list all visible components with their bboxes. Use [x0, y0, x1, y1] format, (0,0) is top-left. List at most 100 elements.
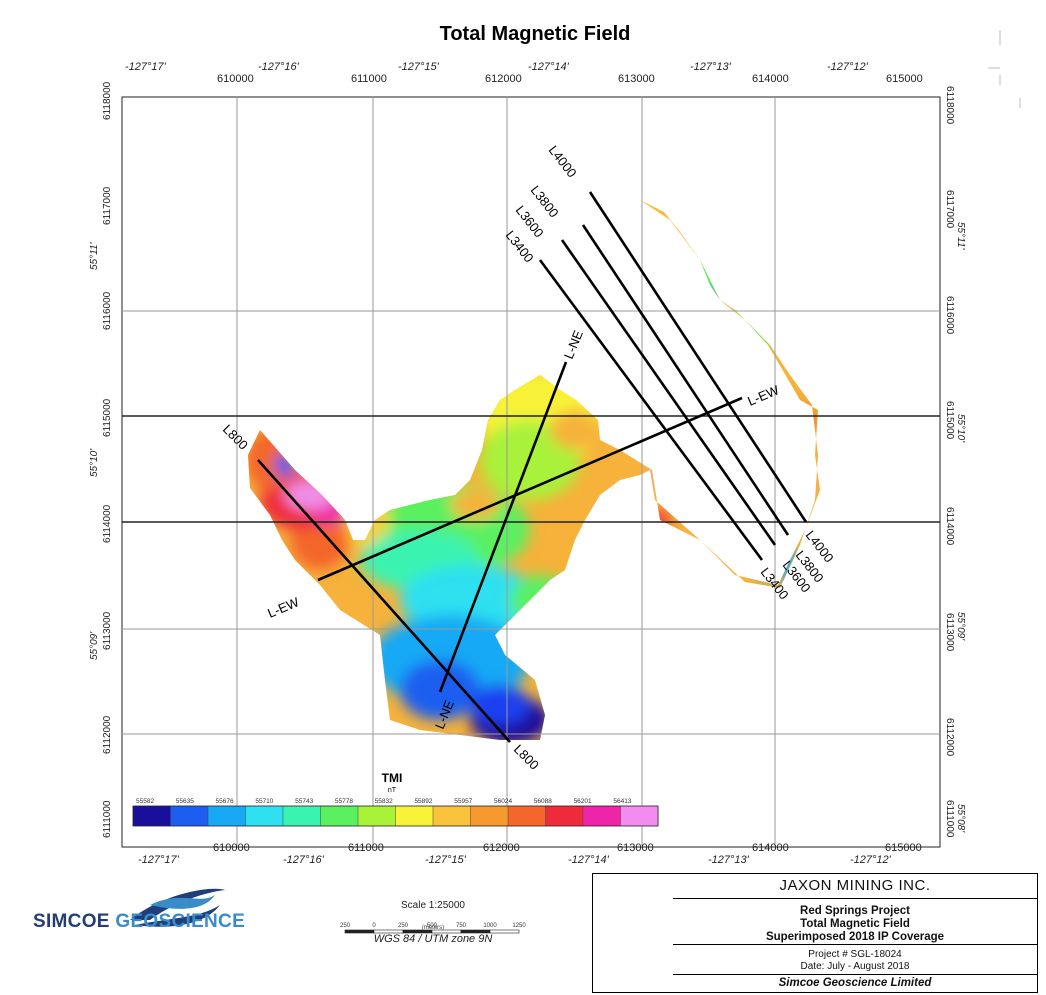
svg-text:55°11': 55°11'	[89, 241, 100, 270]
legend-swatch	[545, 806, 584, 826]
simcoe-logo-icon	[130, 888, 225, 927]
legend-swatch	[470, 806, 509, 826]
left-axis-labels: 6118000 6117000 6116000 6115000 6114000 …	[89, 81, 113, 838]
projection-label: WGS 84 / UTM zone 9N	[373, 933, 493, 945]
scale-tick-label: 0	[372, 923, 376, 929]
svg-text:-127°15': -127°15'	[425, 854, 467, 866]
logo-word-2: GEOSCIENCE	[115, 911, 246, 932]
project-number: Project # SGL-18024	[808, 949, 902, 960]
legend-swatch	[395, 806, 434, 826]
contractor-name: Simcoe Geoscience Limited	[778, 977, 932, 989]
legend-tick-label: 56088	[534, 798, 552, 805]
svg-text:-127°14': -127°14'	[568, 854, 610, 866]
legend-swatch	[208, 806, 246, 826]
legend-swatch	[133, 806, 171, 826]
svg-text:6118000: 6118000	[944, 86, 955, 125]
svg-text:-127°17': -127°17'	[138, 854, 180, 866]
scale-tick-label: 500	[427, 923, 438, 929]
svg-text:6118000: 6118000	[102, 81, 113, 120]
project-name: Red Springs Project	[800, 905, 910, 917]
legend-tick-label: 55743	[295, 798, 313, 805]
survey-line-l3400	[538, 259, 764, 561]
legend-swatch	[170, 806, 209, 826]
svg-text:55°09': 55°09'	[89, 631, 100, 660]
scale-tick-label: 750	[456, 923, 467, 929]
svg-text:610000: 610000	[217, 73, 254, 85]
scale-tick-label: 250	[340, 923, 351, 929]
project-info: Project # SGL-18024 Date: July - August …	[673, 945, 1037, 975]
legend-tick-label: 55957	[454, 798, 472, 805]
survey-line-l800	[257, 459, 511, 743]
svg-text:6116000: 6116000	[102, 291, 113, 330]
legend-swatch	[508, 806, 546, 826]
legend-swatch	[358, 806, 396, 826]
legend-tick-label: 55676	[216, 798, 234, 805]
svg-text:6114000: 6114000	[102, 504, 113, 543]
survey-line-l-ne	[438, 361, 568, 693]
svg-text:6117000: 6117000	[102, 186, 113, 225]
logo-word-1: SIMCOE	[33, 911, 110, 932]
legend-swatch	[433, 806, 471, 826]
svg-text:-127°13': -127°13'	[708, 854, 750, 866]
map-title: Total Magnetic Field	[440, 23, 631, 45]
svg-text:6114000: 6114000	[944, 507, 955, 546]
scale-segment	[489, 929, 520, 934]
scale-tick-label: 1000	[483, 923, 497, 929]
corner-marks	[988, 30, 1021, 108]
svg-text:6113000: 6113000	[102, 611, 113, 650]
survey-line-l3800	[581, 224, 790, 536]
survey-line-l-ew	[317, 396, 743, 582]
map-subject: Total Magnetic Field	[800, 918, 910, 930]
svg-text:6112000: 6112000	[944, 718, 955, 757]
survey-date: Date: July - August 2018	[800, 961, 910, 972]
svg-text:610000: 610000	[213, 842, 250, 854]
svg-text:6111000: 6111000	[944, 800, 955, 838]
svg-text:6112000: 6112000	[102, 715, 113, 754]
svg-text:55°10': 55°10'	[955, 414, 966, 443]
svg-text:613000: 613000	[618, 73, 655, 85]
svg-text:615000: 615000	[886, 73, 923, 85]
svg-text:-127°14': -127°14'	[528, 61, 570, 73]
grid-lines-major	[122, 415, 940, 523]
svg-text:6115000: 6115000	[102, 398, 113, 437]
legend-swatch	[245, 806, 284, 826]
svg-text:613000: 613000	[617, 842, 654, 854]
legend-color-bar	[133, 806, 659, 826]
tmi-legend: TMI nT 55582 55635 55676 55710 55743 55778 558…	[132, 771, 659, 827]
legend-tick-label: 56024	[494, 798, 512, 805]
legend-swatch	[583, 806, 621, 826]
scale-tick-label: 1250	[512, 923, 526, 929]
top-axis-labels: -127°17' -127°16' -127°15' -127°14' -127…	[125, 61, 923, 85]
svg-text:-127°12': -127°12'	[850, 854, 892, 866]
svg-text:6113000: 6113000	[944, 613, 955, 652]
title-block: JAXON MINING INC. Red Springs Project To…	[592, 873, 1038, 993]
legend-tick-label: 55778	[335, 798, 353, 805]
legend-tick-label: 55710	[255, 798, 273, 805]
legend-tick-label: 55832	[375, 798, 393, 805]
survey-line-l4000	[588, 191, 808, 523]
legend-tick-label: 55892	[414, 798, 432, 805]
svg-text:TMI: TMI	[382, 771, 403, 785]
svg-text:611000: 611000	[351, 73, 387, 85]
scale-bar: 250 0 250 500 750 1000 1250	[340, 923, 526, 934]
svg-text:-127°12': -127°12'	[827, 61, 869, 73]
scale-title: Scale 1:25000	[401, 900, 465, 911]
scale-info: Scale 1:25000 (meters) WGS 84 / UTM zone…	[318, 900, 548, 945]
svg-text:55°10': 55°10'	[89, 448, 100, 477]
svg-text:55°09': 55°09'	[955, 612, 966, 641]
bottom-axis-labels: 610000 611000 612000 613000 614000 61500…	[138, 842, 922, 866]
legend-swatch	[320, 806, 359, 826]
company-name: JAXON MINING INC.	[673, 874, 1037, 899]
svg-text:-127°15': -127°15'	[398, 61, 440, 73]
svg-text:6117000: 6117000	[944, 190, 955, 229]
svg-text:6115000: 6115000	[944, 401, 955, 440]
legend-tick-label: 55635	[176, 798, 194, 805]
svg-text:614000: 614000	[752, 73, 789, 85]
svg-text:-127°13': -127°13'	[690, 61, 732, 73]
svg-text:-127°17': -127°17'	[125, 61, 167, 73]
svg-text:-127°16': -127°16'	[258, 61, 300, 73]
svg-text:55°11': 55°11'	[955, 222, 966, 251]
svg-text:55°08': 55°08'	[955, 804, 966, 833]
svg-text:615000: 615000	[885, 842, 922, 854]
company-logo-text: SIMCOE GEOSCIENCE	[33, 911, 245, 933]
